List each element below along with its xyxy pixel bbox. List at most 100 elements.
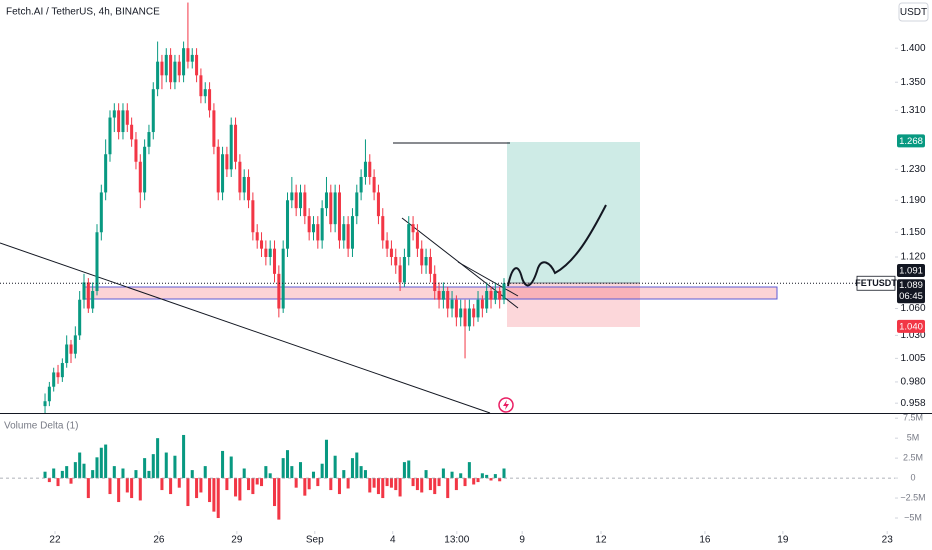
candle-body [281, 248, 285, 309]
candle-body [424, 256, 428, 266]
volume-bar [485, 474, 489, 479]
volume-bar [459, 473, 463, 479]
volume-bar [138, 478, 142, 501]
x-tick-label: 26 [153, 535, 165, 546]
volume-bar [212, 478, 216, 512]
volume-bar [307, 478, 311, 490]
volume-bar [463, 478, 467, 487]
volume-bar [173, 455, 177, 479]
y-tick-label: 1.310 [900, 105, 925, 116]
volume-bar [411, 478, 415, 487]
volume-bar [381, 478, 385, 499]
price-badge [897, 134, 925, 148]
volume-bar [355, 452, 359, 479]
candle-body [164, 54, 168, 76]
volume-bar [60, 470, 64, 479]
candle-body [190, 54, 194, 62]
volume-bar [186, 478, 190, 507]
candle-body [372, 176, 376, 193]
volume-bar [69, 478, 73, 484]
volume-bar [78, 452, 82, 479]
candle-body [160, 61, 164, 76]
volume-bar [428, 478, 432, 491]
event-icon-bolt [503, 400, 509, 410]
candle-body [177, 61, 181, 76]
projection-path [507, 204, 607, 287]
support-zone [82, 286, 778, 300]
indicator-title: Volume Delta (1) [4, 421, 78, 432]
candle-body [480, 299, 484, 309]
currency-label[interactable]: USDT [900, 7, 927, 18]
candle-body [225, 154, 229, 170]
x-tick-label: 29 [231, 535, 243, 546]
volume-bar [502, 468, 506, 479]
candle-body [415, 232, 419, 249]
candle-body [407, 224, 411, 257]
candle-body [47, 386, 51, 402]
volume-bar [247, 478, 251, 491]
candle-body [485, 291, 489, 309]
candle-body [43, 401, 47, 407]
volume-bar [229, 456, 233, 479]
volume-bar [251, 478, 255, 495]
x-tick-label: Sep [306, 535, 324, 546]
y-tick-label: 2.5M [903, 453, 923, 463]
volume-bar [446, 478, 450, 499]
volume-bar [147, 470, 151, 479]
volume-bar [489, 478, 493, 481]
currency-button[interactable] [898, 2, 929, 22]
candle-body [493, 291, 497, 300]
candle-body [138, 161, 142, 193]
volume-bar [177, 478, 181, 488]
volume-bar [91, 470, 95, 479]
candle-body [394, 256, 398, 266]
candle-body [112, 110, 116, 118]
candle-body [251, 200, 255, 233]
candle-body [389, 248, 393, 257]
candle-body [381, 216, 385, 241]
candle-body [290, 192, 294, 201]
volume-bar [160, 478, 164, 491]
candle-body [104, 154, 108, 193]
y-tick-label: 1.230 [900, 164, 925, 175]
last-price-badge [897, 279, 925, 304]
y-tick-label: 1.030 [900, 330, 925, 341]
candle-body [311, 224, 316, 233]
candle-body [117, 110, 121, 133]
volume-bar [394, 478, 398, 491]
volume-bar [398, 478, 402, 497]
candle-body [242, 176, 246, 193]
candle-body [125, 110, 129, 125]
volume-bar [472, 478, 476, 485]
y-tick-label: 0.980 [900, 377, 925, 388]
candle-body [99, 192, 103, 233]
price-badge [897, 264, 925, 278]
candle-body [402, 256, 406, 283]
volume-bar [450, 471, 454, 479]
volume-bar [303, 478, 307, 496]
volume-bar [56, 478, 60, 487]
candle-body [285, 200, 290, 249]
candle-body [52, 372, 56, 387]
volume-bar [498, 478, 502, 482]
candle-body [385, 240, 389, 249]
candle-body [307, 216, 311, 233]
volume-bar [433, 478, 437, 495]
candle-body [156, 61, 160, 90]
volume-bar [376, 478, 380, 495]
x-tick-label: 16 [699, 535, 711, 546]
volume-bar [311, 471, 316, 479]
candle-body [376, 192, 380, 217]
candle-body [56, 372, 60, 378]
candle-body [238, 161, 242, 193]
volume-bar [47, 478, 51, 483]
volume-bar [333, 455, 337, 479]
candle-body [277, 273, 281, 309]
candle-body [255, 232, 259, 241]
candle-body [320, 208, 324, 241]
candle-body [169, 54, 173, 83]
symbol-label: FETUSDT [855, 278, 897, 288]
candle-body [91, 291, 95, 309]
candle-body [186, 48, 190, 62]
